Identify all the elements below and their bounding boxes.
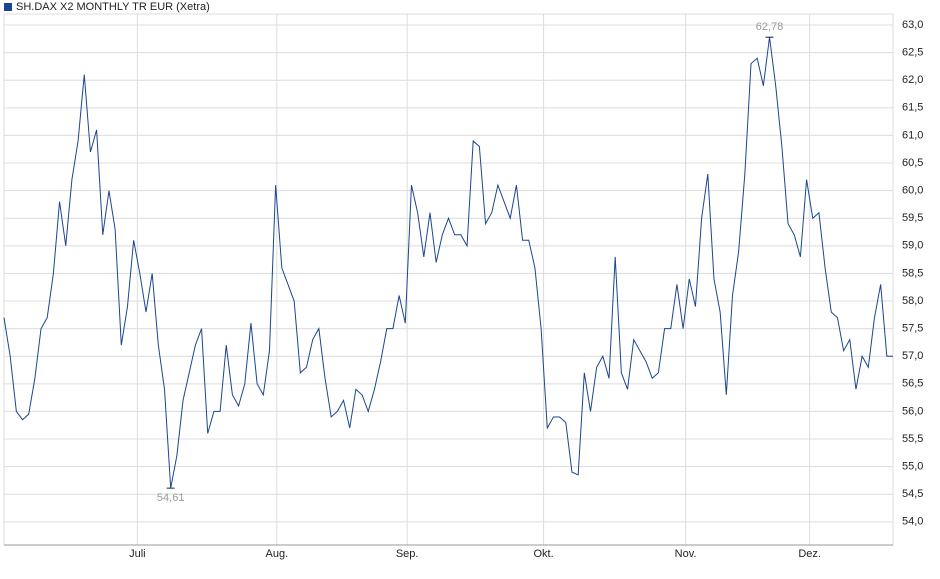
x-tick-label: Sep. bbox=[396, 548, 419, 560]
y-tick-label: 55,5 bbox=[902, 433, 923, 445]
y-tick-label: 55,0 bbox=[902, 461, 923, 473]
y-tick-label: 60,0 bbox=[902, 185, 923, 197]
y-tick-label: 62,5 bbox=[902, 47, 923, 59]
y-tick-label: 59,0 bbox=[902, 240, 923, 252]
y-tick-label: 61,0 bbox=[902, 129, 923, 141]
y-tick-label: 56,0 bbox=[902, 405, 923, 417]
y-tick-label: 58,0 bbox=[902, 295, 923, 307]
y-tick-label: 61,5 bbox=[902, 102, 923, 114]
price-line bbox=[3, 37, 893, 489]
y-tick-label: 59,5 bbox=[902, 212, 923, 224]
x-tick-label: Nov. bbox=[675, 548, 697, 560]
y-tick-label: 58,5 bbox=[902, 267, 923, 279]
y-tick-label: 54,5 bbox=[902, 488, 923, 500]
y-tick-label: 63,0 bbox=[902, 19, 923, 31]
y-tick-label: 56,5 bbox=[902, 378, 923, 390]
x-tick-label: Okt. bbox=[533, 548, 553, 560]
legend-swatch bbox=[4, 3, 12, 11]
max-label: 62,78 bbox=[756, 21, 784, 33]
legend-label: SH.DAX X2 MONTHLY TR EUR (Xetra) bbox=[16, 1, 210, 13]
min-label: 54,61 bbox=[157, 492, 185, 504]
x-tick-label: Aug. bbox=[266, 548, 289, 560]
x-tick-label: Juli bbox=[129, 548, 146, 560]
y-tick-label: 60,5 bbox=[902, 157, 923, 169]
x-tick-label: Dez. bbox=[798, 548, 821, 560]
y-tick-label: 54,0 bbox=[902, 516, 923, 528]
y-tick-label: 62,0 bbox=[902, 74, 923, 86]
y-tick-label: 57,0 bbox=[902, 350, 923, 362]
y-tick-label: 57,5 bbox=[902, 323, 923, 335]
